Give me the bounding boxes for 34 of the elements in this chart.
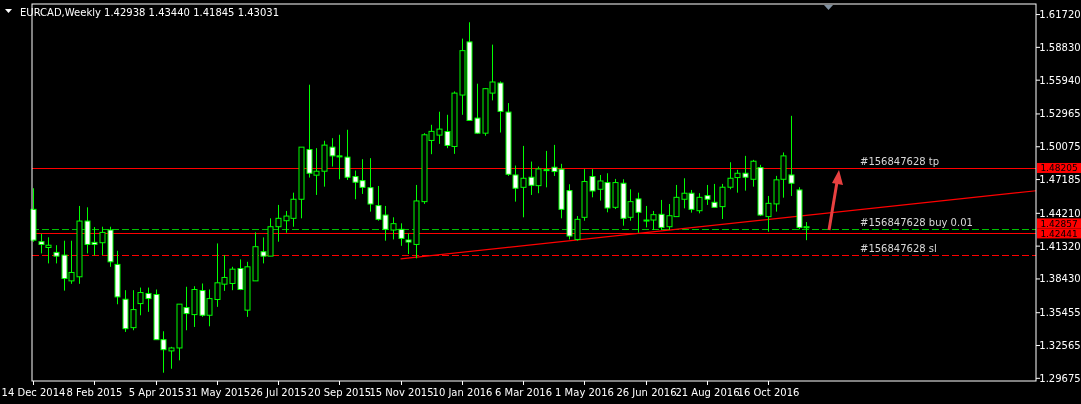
y-tick-label: 1.47185 xyxy=(1039,174,1081,186)
chart-title: EURCAD,Weekly 1.42938 1.43440 1.41845 1.43031 xyxy=(20,7,280,18)
x-tick-label: 6 Mar 2016 xyxy=(494,387,553,398)
y-tick-label: 1.44210 xyxy=(1039,207,1081,219)
candlestick xyxy=(45,236,52,264)
text: 1.42441 xyxy=(1040,228,1078,239)
x-tick-label: 26 Jul 2015 xyxy=(250,387,307,398)
x-tick-label: 8 Feb 2015 xyxy=(66,387,123,398)
y-tick-label: 1.41320 xyxy=(1039,240,1081,252)
x-tick-label: 1 May 2016 xyxy=(555,387,614,398)
y-tick-label: 1.35455 xyxy=(1039,307,1081,319)
x-tick-label: 5 Apr 2015 xyxy=(128,387,185,398)
x-tick-label: 26 Jun 2016 xyxy=(616,387,677,398)
x-tick-label: 20 Sep 2015 xyxy=(307,387,372,398)
x-tick-label: 21 Aug 2016 xyxy=(675,387,740,398)
x-tick-label: 10 Jan 2016 xyxy=(432,387,493,398)
candlestick xyxy=(38,233,45,254)
text: 1.48205 xyxy=(1040,163,1078,174)
y-tick-label: 1.61720 xyxy=(1039,9,1081,21)
y-tick-label: 1.29675 xyxy=(1039,372,1081,384)
y-tick-label: 1.50075 xyxy=(1039,141,1081,153)
y-tick-label: 1.55940 xyxy=(1039,74,1081,86)
x-tick-label: 31 May 2015 xyxy=(184,387,251,398)
ref-line-label: #156847628 sl xyxy=(860,243,937,255)
y-tick-label: 1.32565 xyxy=(1039,340,1081,352)
y-tick-label: 1.58830 xyxy=(1039,41,1081,53)
y-tick-label: 1.52965 xyxy=(1039,108,1081,120)
ref-line-label: #156847628 tp xyxy=(860,155,940,167)
x-tick-label: 14 Dec 2014 xyxy=(1,387,66,398)
x-tick-label: 15 Nov 2015 xyxy=(369,387,434,398)
x-tick-label: 16 Oct 2016 xyxy=(737,387,800,398)
text: 1.42857 xyxy=(1040,218,1078,229)
ref-line-label: #156847628 buy 0.01 xyxy=(860,216,973,228)
y-tick-label: 1.38430 xyxy=(1039,273,1081,285)
